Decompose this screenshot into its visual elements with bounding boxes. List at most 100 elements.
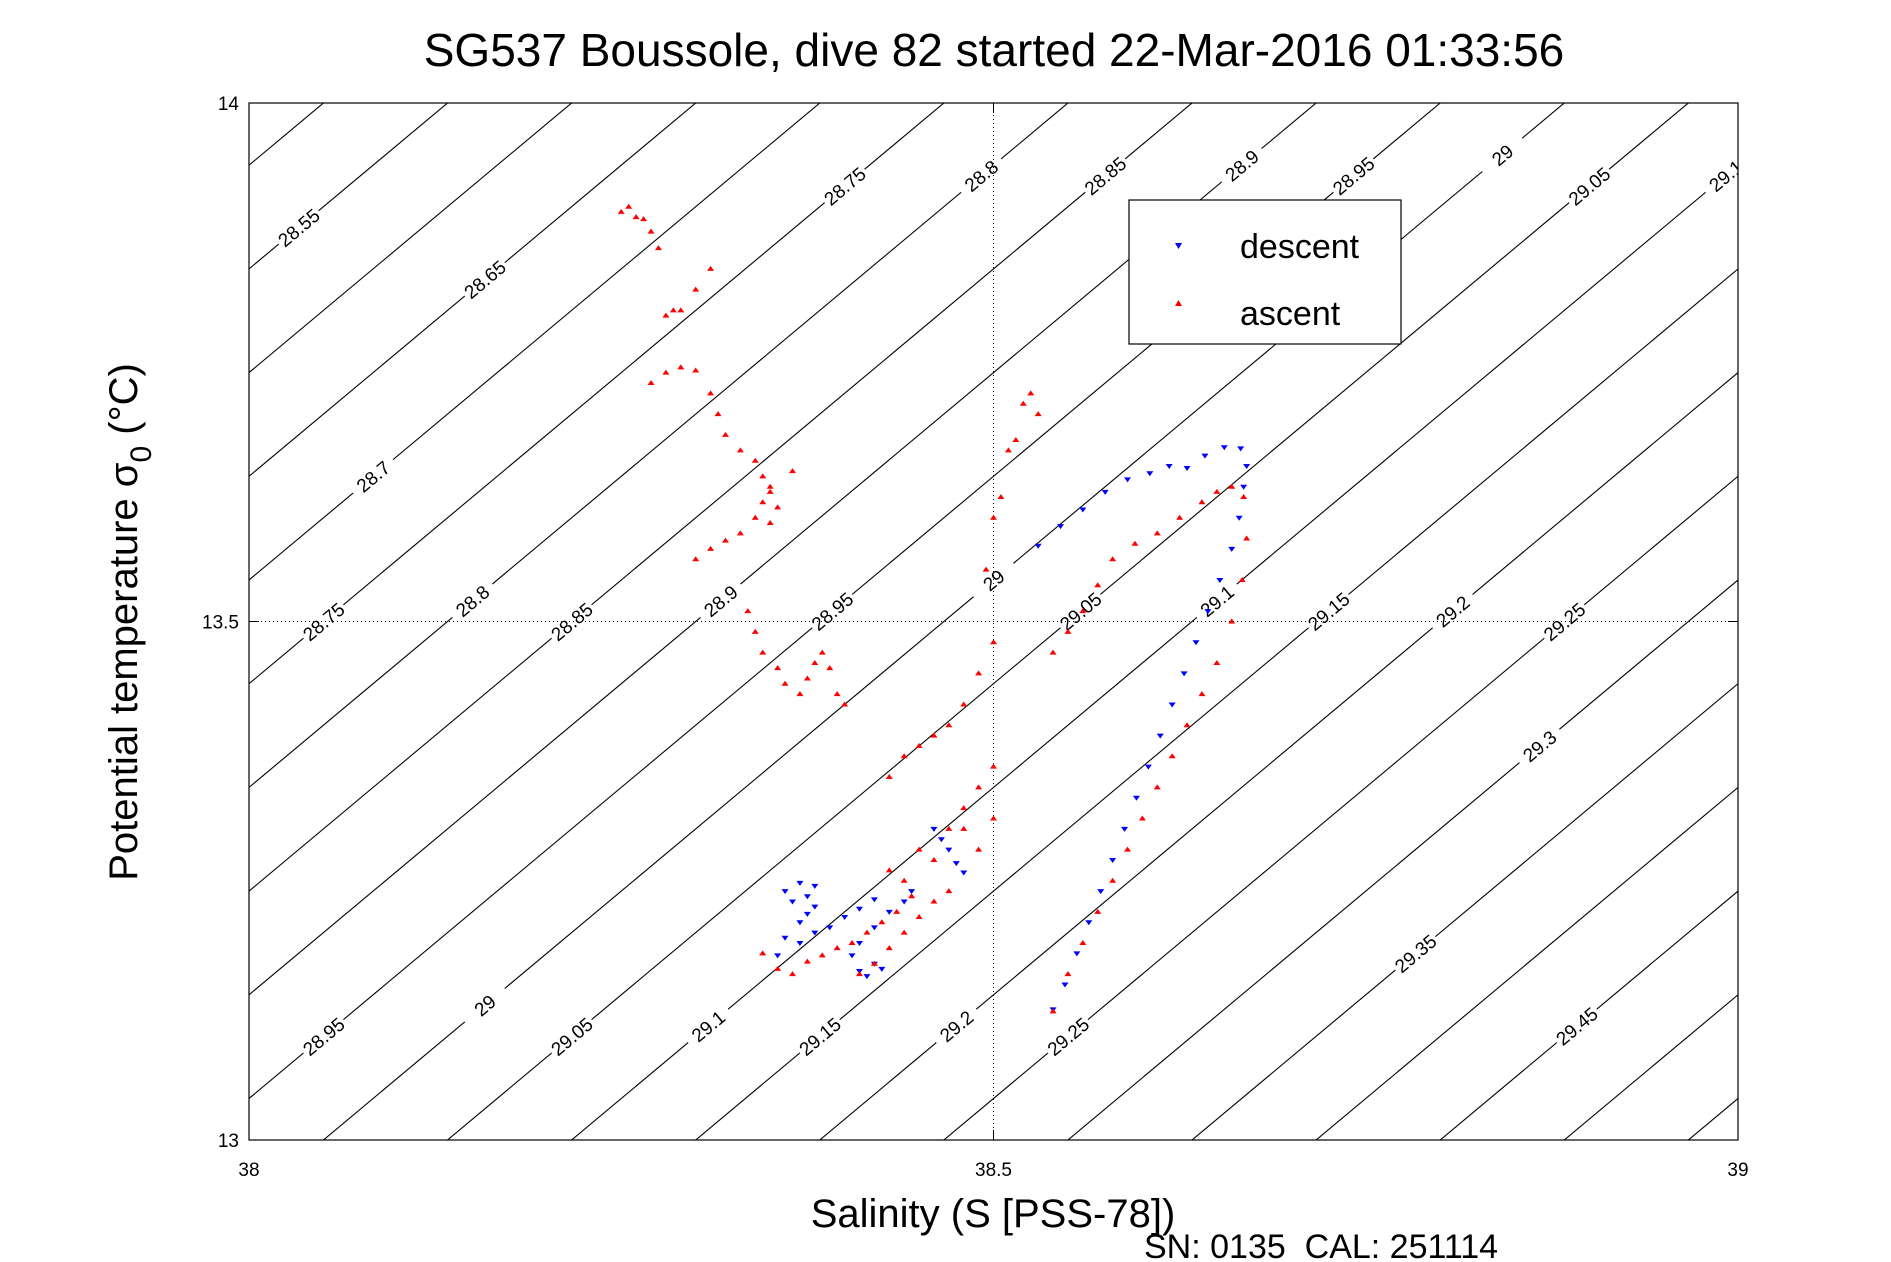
descent-point xyxy=(1073,951,1081,957)
descent-point xyxy=(1132,795,1140,801)
ascent-point xyxy=(975,846,983,852)
legend-marker-ascent xyxy=(1175,300,1182,306)
contour-label-bg xyxy=(928,1000,984,1052)
contour-label-bg xyxy=(1325,149,1381,202)
data-points xyxy=(617,203,1251,1014)
contour-label-bg xyxy=(543,1010,600,1063)
contour-label-bg xyxy=(816,160,873,212)
descent-point xyxy=(855,906,863,912)
ascent-point xyxy=(751,628,759,634)
ascent-point xyxy=(1004,447,1012,453)
ascent-point xyxy=(662,369,670,375)
isopycnal-line xyxy=(249,103,573,374)
ascent-point xyxy=(1176,514,1184,520)
ascent-point xyxy=(759,649,767,655)
ascent-point xyxy=(975,784,983,790)
descent-point xyxy=(870,897,878,903)
ascent-point xyxy=(900,929,908,935)
ascent-point xyxy=(1153,784,1161,790)
descent-point xyxy=(863,974,871,980)
ascent-point xyxy=(647,228,655,234)
ascent-point xyxy=(707,545,715,551)
ascent-point xyxy=(885,774,893,780)
descent-point xyxy=(1165,463,1173,469)
contour-label-bg xyxy=(457,979,513,1032)
ascent-point xyxy=(759,499,767,505)
contour-label-bg xyxy=(345,450,401,503)
contour-label-bg xyxy=(1549,1000,1605,1052)
descent-point xyxy=(811,904,819,910)
descent-point xyxy=(1144,764,1152,770)
ascent-point xyxy=(677,307,685,313)
chart-title: SG537 Boussole, dive 82 started 22-Mar-2… xyxy=(424,24,1565,76)
ascent-point xyxy=(766,519,774,525)
descent-point xyxy=(1146,471,1154,477)
ascent-point xyxy=(774,665,782,671)
descent-point xyxy=(937,837,945,843)
ascent-point xyxy=(721,431,729,437)
ascent-point xyxy=(930,898,938,904)
ascent-point xyxy=(647,379,655,385)
ascent-point xyxy=(1012,437,1020,443)
ascent-point xyxy=(803,675,811,681)
ascent-point xyxy=(990,763,997,769)
y-tick-label: 13 xyxy=(218,1131,239,1152)
descent-point xyxy=(1240,484,1248,490)
ascent-point xyxy=(1240,494,1248,500)
ascent-point xyxy=(774,965,782,971)
isopycnal-line xyxy=(0,0,323,1244)
descent-point xyxy=(930,826,938,832)
ascent-point xyxy=(893,908,901,914)
x-tick-label: 38 xyxy=(238,1160,259,1181)
descent-point xyxy=(1243,463,1251,469)
ascent-point xyxy=(669,307,677,313)
ascent-point xyxy=(833,945,841,951)
ascent-point xyxy=(662,312,670,318)
ascent-point xyxy=(1049,649,1057,655)
ascent-point xyxy=(982,566,990,572)
ascent-point xyxy=(617,208,625,214)
isopycnal-line xyxy=(1067,579,1738,1140)
ascent-point xyxy=(990,514,997,520)
ascent-point xyxy=(818,952,826,958)
contour-label-bg xyxy=(1424,585,1481,638)
ascent-point xyxy=(677,364,685,370)
contour-label-bg xyxy=(1387,927,1444,980)
ascent-point xyxy=(625,203,633,209)
ascent-point xyxy=(900,753,908,759)
descent-point xyxy=(945,847,953,853)
descent-point xyxy=(878,966,886,972)
contour-label-bg xyxy=(792,1010,848,1063)
descent-point xyxy=(1034,543,1042,549)
descent-point xyxy=(1201,453,1209,459)
ascent-point xyxy=(1183,722,1191,728)
ascent-point xyxy=(751,457,759,463)
ascent-point xyxy=(1228,618,1236,624)
ascent-point xyxy=(1064,628,1072,634)
x-tick-label: 39 xyxy=(1727,1160,1748,1181)
ascent-point xyxy=(878,919,886,925)
ascent-point xyxy=(945,888,953,894)
contour-label-bg xyxy=(680,1000,736,1052)
descent-point xyxy=(960,870,968,876)
contour-label-bg xyxy=(1536,595,1592,648)
descent-point xyxy=(1101,489,1109,495)
ascent-point xyxy=(900,877,908,883)
y-tick-label: 13.5 xyxy=(202,613,239,634)
ascent-point xyxy=(1034,411,1042,417)
contour-label-bg xyxy=(1189,574,1245,627)
descent-point xyxy=(1192,640,1200,646)
grid xyxy=(249,103,1738,1140)
descent-point xyxy=(774,953,782,959)
ascent-point xyxy=(774,504,782,510)
ascent-point xyxy=(1124,846,1132,852)
descent-point xyxy=(796,880,804,886)
ascent-point xyxy=(811,659,819,665)
contour-label-bg xyxy=(444,574,500,627)
ascent-point xyxy=(1198,691,1206,697)
contour-label-bg xyxy=(953,149,1009,202)
y-axis-label: Potential temperature σ0 (°C) xyxy=(102,363,158,881)
ascent-point xyxy=(1213,488,1221,494)
ascent-point xyxy=(870,960,878,966)
contour-label-bg xyxy=(295,1010,352,1063)
